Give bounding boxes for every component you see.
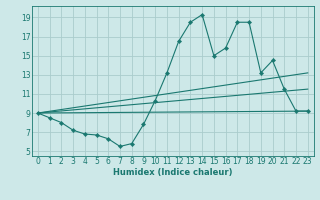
X-axis label: Humidex (Indice chaleur): Humidex (Indice chaleur) (113, 168, 233, 177)
